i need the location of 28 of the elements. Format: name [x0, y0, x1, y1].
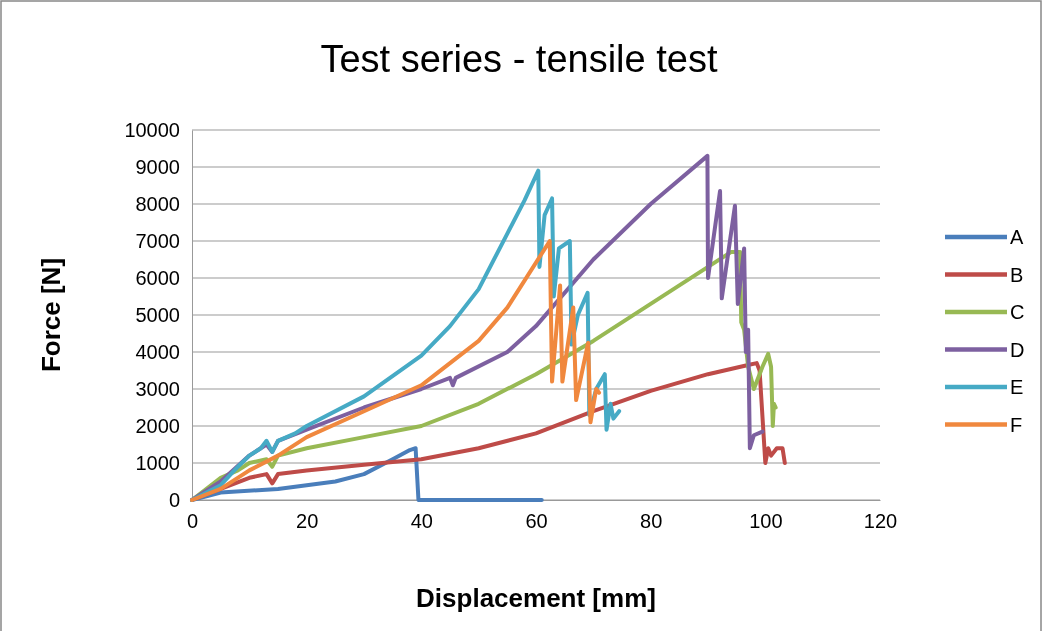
- y-tick-label: 5000: [135, 303, 180, 326]
- y-tick-label: 6000: [135, 266, 180, 289]
- x-axis-title: Displacement [mm]: [416, 583, 656, 613]
- y-tick-label: 3000: [135, 377, 180, 400]
- x-tick-label: 0: [186, 510, 199, 533]
- legend-label: B: [1010, 263, 1024, 286]
- y-tick-label: 4000: [135, 340, 180, 363]
- x-tick-label: 40: [410, 510, 433, 533]
- y-tick-label: 10000: [124, 118, 180, 141]
- y-tick-label: 1000: [135, 451, 180, 474]
- legend-label: D: [1010, 338, 1025, 361]
- y-tick-label: 2000: [135, 414, 180, 437]
- x-tick-label: 120: [863, 510, 898, 533]
- x-tick-label: 60: [525, 510, 548, 533]
- y-tick-label: 0: [168, 488, 180, 511]
- line-series: [190, 239, 602, 502]
- y-tick-label: 9000: [135, 155, 180, 178]
- legend-label: C: [1010, 301, 1025, 323]
- x-tick-label: 20: [296, 510, 319, 533]
- x-tick-label: 80: [640, 510, 663, 533]
- legend-label: A: [1010, 226, 1024, 248]
- y-axis-title: Force [N]: [36, 257, 66, 373]
- y-tick-label: 7000: [135, 229, 180, 252]
- legend-label: E: [1010, 376, 1024, 398]
- chart-title: Test series - tensile test: [320, 38, 718, 80]
- x-tick-label: 100: [749, 510, 783, 533]
- y-tick-label: 8000: [135, 192, 180, 215]
- legend-label: F: [1010, 413, 1023, 436]
